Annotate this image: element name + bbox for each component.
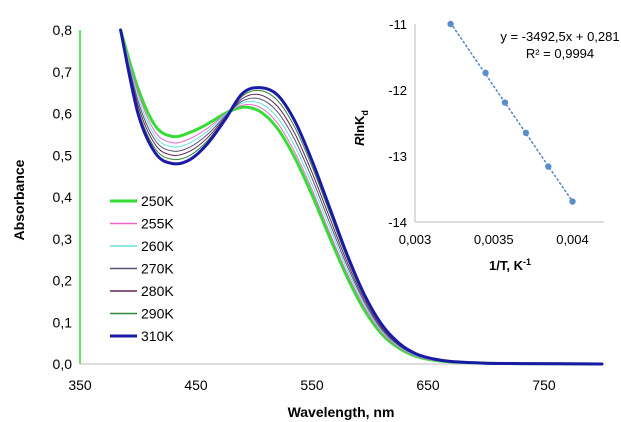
- inset-x-tick-label: 0,004: [556, 232, 589, 247]
- main-x-axis-title: Wavelength, nm: [288, 404, 395, 420]
- inset-data-point: [482, 69, 489, 77]
- main-x-tick-label: 550: [300, 377, 324, 393]
- inset-x-tick-labels: 0,003 0,0035 0,004: [399, 232, 589, 247]
- inset-data-point: [501, 99, 509, 106]
- main-y-tick-label: 0,4: [53, 189, 73, 205]
- series-line-310K: [119, 28, 604, 366]
- inset-background: [381, 12, 609, 212]
- main-y-axis-title: Absorbance: [11, 159, 27, 240]
- main-y-tick-label: 0,0: [53, 356, 73, 372]
- inset-equation: y = -3492,5x + 0,281: [500, 29, 619, 44]
- main-x-tick-labels: 350 450 550 650 750: [68, 377, 556, 393]
- inset-x-axis-title-main: 1/T, K: [489, 258, 524, 273]
- inset-y-tick-label: -12: [388, 83, 407, 98]
- inset-x-tick-label: 0,0035: [474, 232, 514, 247]
- main-y-tick-label: 0,7: [53, 64, 73, 80]
- legend-label-270K: 270K: [141, 261, 174, 277]
- inset-y-tick-label: -13: [388, 149, 407, 164]
- inset-x-axis-title: 1/T, K-1: [489, 257, 531, 273]
- legend-label-250K: 250K: [141, 193, 174, 209]
- inset-y-tick-label: -11: [389, 17, 407, 32]
- legend-label-260K: 260K: [141, 238, 174, 254]
- legend: 250K 255K 260K 270K 280K 290K 310K: [110, 193, 174, 344]
- main-y-tick-labels: 0,0 0,1 0,2 0,3 0,4 0,5 0,6 0,7 0,8: [53, 22, 73, 372]
- inset-x-axis-title-sup: -1: [523, 257, 531, 267]
- inset-y-axis-title-prefix: R: [352, 136, 367, 146]
- inset-data-point: [545, 163, 552, 170]
- main-y-tick-label: 0,5: [53, 147, 73, 163]
- inset-plot: -11 -12 -13 -14 0,003 0,0035 0,004 y = -3492,…: [352, 12, 620, 273]
- inset-y-axis-title: RlnKd: [352, 110, 370, 146]
- main-y-tick-label: 0,6: [53, 106, 73, 122]
- legend-label-310K: 310K: [141, 328, 174, 344]
- main-y-tick-label: 0,1: [53, 314, 73, 330]
- inset-y-axis-title-sub: d: [360, 110, 370, 116]
- main-y-tick-label: 0,3: [53, 231, 73, 247]
- inset-y-axis-title-main: lnK: [352, 115, 367, 137]
- main-y-tick-label: 0,8: [53, 22, 73, 38]
- main-series-group: [119, 28, 604, 366]
- inset-data-point: [569, 198, 576, 205]
- inset-y-tick-label: -14: [388, 215, 407, 230]
- main-x-tick-label: 750: [532, 377, 556, 393]
- main-x-tick-label: 350: [68, 377, 92, 393]
- inset-x-tick-label: 0,003: [399, 232, 432, 247]
- legend-label-290K: 290K: [141, 306, 174, 322]
- inset-trendline: [449, 22, 574, 203]
- main-y-tick-label: 0,2: [53, 273, 73, 289]
- inset-r-squared: R² = 0,9994: [526, 46, 594, 61]
- main-x-tick-label: 650: [416, 377, 440, 393]
- legend-label-280K: 280K: [141, 283, 174, 299]
- main-x-tick-label: 450: [184, 377, 208, 393]
- main-plot: 0,0 0,1 0,2 0,3 0,4 0,5 0,6 0,7 0,8 350 450 550 650…: [11, 22, 604, 420]
- inset-data-point: [447, 20, 454, 28]
- inset-trendline-group: [449, 22, 574, 203]
- inset-data-point: [522, 129, 530, 137]
- inset-y-tick-labels: -11 -12 -13 -14: [388, 17, 407, 230]
- legend-label-255K: 255K: [141, 216, 174, 232]
- inset-points-group: [447, 20, 576, 205]
